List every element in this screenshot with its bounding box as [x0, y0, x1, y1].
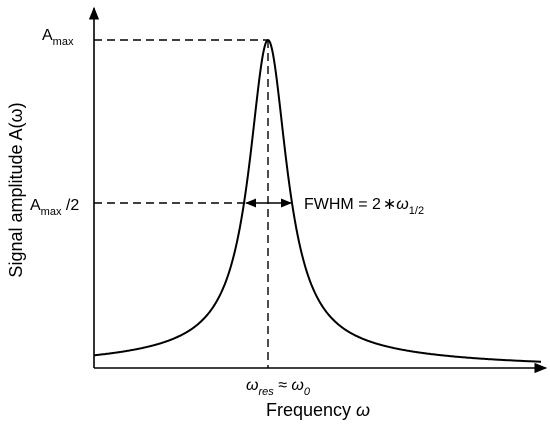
- resonance-curve: [93, 38, 541, 363]
- fwhm-label: FWHM = 2 ∗ω1/2: [304, 196, 424, 217]
- resonance-frequency-label: ωres ≈ ω0: [246, 377, 311, 398]
- y-axis-title: Signal amplitude A(ω): [6, 102, 26, 277]
- amax-label: Amax: [42, 27, 74, 48]
- amax-half-label: Amax /2: [30, 197, 79, 218]
- x-axis-title: Frequency ω: [266, 400, 370, 420]
